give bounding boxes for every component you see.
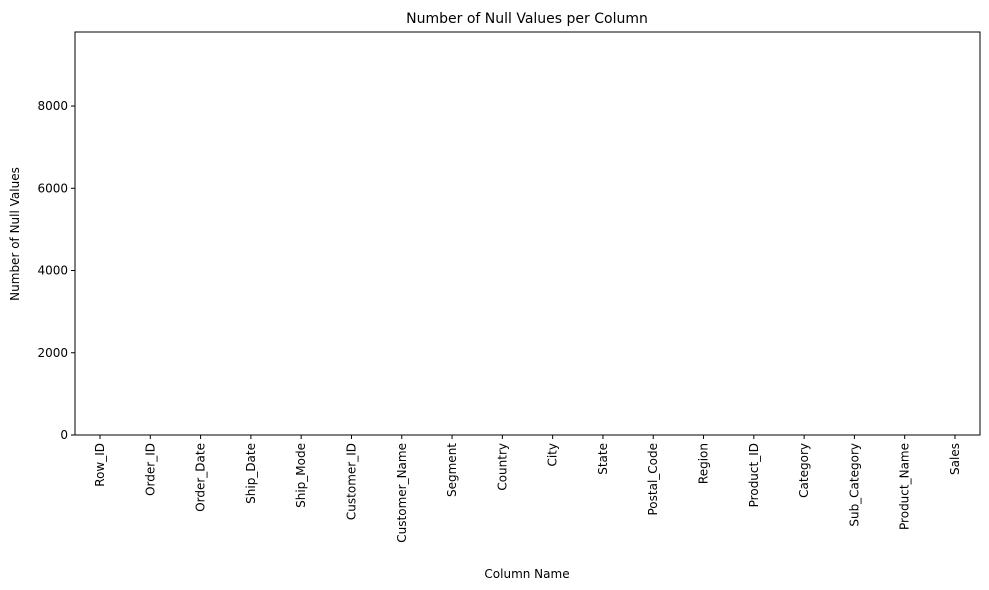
x-tick-label: Postal_Code <box>646 443 660 516</box>
y-tick-label: 4000 <box>37 264 68 278</box>
chart-title: Number of Null Values per Column <box>406 11 648 27</box>
x-tick-label: Segment <box>445 443 459 497</box>
y-tick-label: 8000 <box>37 99 68 113</box>
x-tick-label: Customer_ID <box>344 443 358 520</box>
x-tick-label: Product_ID <box>747 443 761 507</box>
x-tick-label: Ship_Date <box>244 443 258 504</box>
plot-area-frame <box>74 31 981 436</box>
x-tick-label: State <box>596 443 610 475</box>
x-tick-label: Order_ID <box>143 443 157 496</box>
x-tick-label: Sub_Category <box>847 443 861 527</box>
y-tick-label: 0 <box>60 428 68 442</box>
x-axis: Row_ID Order_ID Order_Date Ship_Date Ship_Mo… <box>93 435 962 543</box>
x-tick-label: Order_Date <box>194 443 208 512</box>
x-tick-label: Ship_Mode <box>294 443 308 508</box>
x-tick-label: Customer_Name <box>395 443 409 543</box>
x-tick-label: Category <box>797 443 811 498</box>
x-tick-label: Country <box>495 443 509 491</box>
x-tick-label: Product_Name <box>898 443 912 530</box>
y-axis: 0 2000 4000 6000 8000 <box>37 99 75 442</box>
x-axis-title: Column Name <box>484 567 569 581</box>
y-tick-label: 2000 <box>37 346 68 360</box>
x-tick-label: Row_ID <box>93 443 107 487</box>
x-tick-label: Region <box>697 443 711 484</box>
x-tick-label: Sales <box>948 443 962 475</box>
x-tick-label: City <box>546 443 560 467</box>
y-tick-label: 6000 <box>37 181 68 195</box>
y-axis-title: Number of Null Values <box>8 167 22 301</box>
